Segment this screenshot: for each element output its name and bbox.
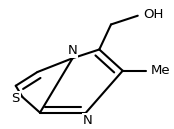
Text: Me: Me: [150, 64, 170, 77]
Text: S: S: [11, 92, 20, 105]
Text: N: N: [68, 44, 77, 57]
Text: OH: OH: [143, 8, 163, 21]
Text: N: N: [83, 114, 93, 127]
